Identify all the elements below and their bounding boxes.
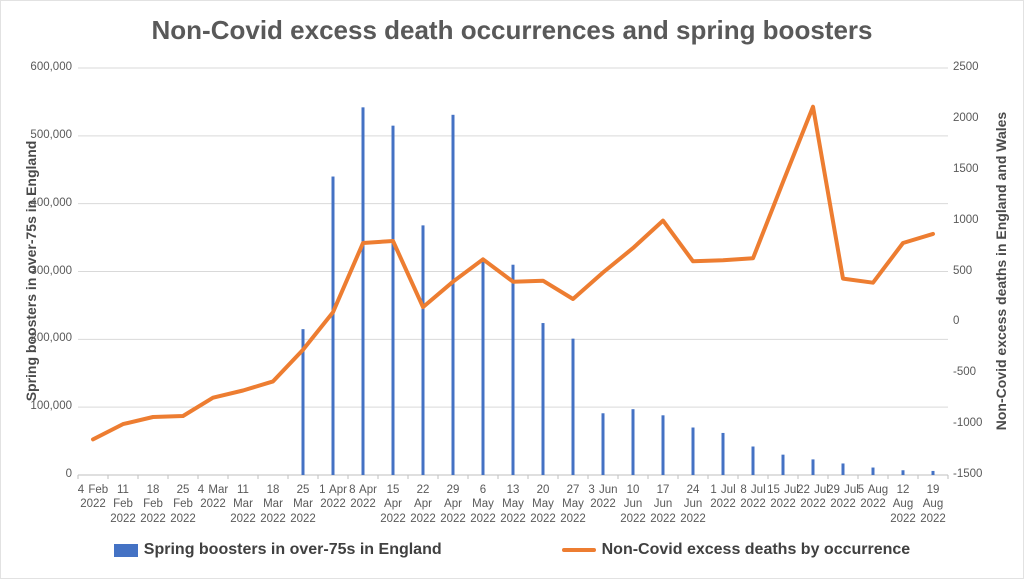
x-axis-tick-label: 25 Feb 2022 <box>170 484 196 525</box>
bar <box>661 415 665 475</box>
bar <box>631 409 635 475</box>
x-axis-tick-label: 29 Jul 2022 <box>827 484 859 511</box>
x-axis-tick-label: 27 May 2022 <box>560 484 586 525</box>
x-axis-tick-label: 22 Jul 2022 <box>797 484 829 511</box>
bar <box>511 264 515 475</box>
line-series <box>91 104 935 442</box>
bar <box>871 467 875 475</box>
bar <box>331 176 335 476</box>
bar <box>421 225 425 475</box>
bar <box>571 338 575 475</box>
bar <box>811 459 815 475</box>
bar <box>781 454 785 475</box>
legend-bar-swatch-icon <box>113 543 138 557</box>
x-axis-tick-label: 24 Jun 2022 <box>680 484 706 525</box>
legend: Spring boosters in over-75s in England N… <box>1 541 1023 559</box>
x-axis-tick-label: 15 Apr 2022 <box>380 484 406 525</box>
x-axis-tick-label: 8 Apr 2022 <box>349 484 377 511</box>
bar <box>601 413 605 475</box>
bar <box>931 470 935 475</box>
x-axis-tick-label: 17 Jun 2022 <box>650 484 676 525</box>
bar <box>301 329 305 475</box>
x-axis-tick-label: 1 Jul 2022 <box>710 484 736 511</box>
bar <box>691 427 695 475</box>
left-axis-tick-label: 100,000 <box>30 400 72 413</box>
x-axis-tick-label: 25 Mar 2022 <box>290 484 316 525</box>
legend-item-boosters: Spring boosters in over-75s in England <box>113 541 442 559</box>
left-axis-tick-label: 600,000 <box>30 61 72 73</box>
x-axis-tick-label: 6 May 2022 <box>470 484 496 525</box>
x-axis-tick-label: 19 Aug 2022 <box>920 484 946 525</box>
bar <box>751 446 755 475</box>
left-axis-tick-label: 500,000 <box>30 128 72 141</box>
x-axis-tick-label: 18 Mar 2022 <box>260 484 286 525</box>
legend-label-deaths: Non-Covid excess deaths by occurrence <box>601 541 911 558</box>
right-axis-tick-label: 0 <box>953 315 960 328</box>
right-axis-tick-label: 1000 <box>953 213 979 226</box>
right-axis-tick-label: -1000 <box>953 417 983 430</box>
bar <box>721 432 725 475</box>
x-axis-tick-label: 1 Apr 2022 <box>319 484 347 511</box>
bar <box>451 114 455 476</box>
bar <box>841 463 845 475</box>
x-axis-tick-label: 15 Jul 2022 <box>767 484 799 511</box>
x-axis-tick-label: 13 May 2022 <box>500 484 526 525</box>
x-axis-tick-label: 18 Feb 2022 <box>140 484 166 525</box>
chart-title: Non-Covid excess death occurrences and s… <box>151 15 873 45</box>
left-axis-tick-label: 0 <box>65 468 72 480</box>
x-axis-tick-label: 12 Aug 2022 <box>890 484 916 525</box>
x-axis-tick-label: 3 Jun 2022 <box>588 484 618 511</box>
left-axis-tick-label: 400,000 <box>30 196 72 209</box>
left-axis-tick-label: 300,000 <box>30 264 72 277</box>
right-axis-tick-label: -500 <box>953 366 977 379</box>
x-axis-tick-label: 10 Jun 2022 <box>620 484 646 525</box>
x-axis-tick-label: 20 May 2022 <box>530 484 556 525</box>
right-axis-tick-label: 500 <box>953 264 973 277</box>
x-axis-tick-label: 4 Mar 2022 <box>197 484 229 511</box>
x-axis-tick-label: 22 Apr 2022 <box>410 484 436 525</box>
x-axis-tick-label: 8 Jul 2022 <box>740 484 766 511</box>
legend-label-boosters: Spring boosters in over-75s in England <box>143 541 442 558</box>
left-axis-tick-label: 200,000 <box>30 332 72 345</box>
bar <box>901 470 905 475</box>
bar <box>541 323 545 475</box>
x-axis-tick-label: 29 Apr 2022 <box>440 484 466 525</box>
right-axis-tick-label: -1500 <box>953 468 983 480</box>
x-axis-tick-label: 4 Feb 2022 <box>77 484 109 511</box>
right-axis-tick-label: 1500 <box>953 162 979 175</box>
bar <box>481 259 485 475</box>
bar <box>361 107 365 476</box>
right-axis-tick-label: 2000 <box>953 111 979 124</box>
x-axis-tick-label: 11 Mar 2022 <box>230 484 256 525</box>
legend-item-deaths: Non-Covid excess deaths by occurrence <box>561 541 911 559</box>
bar <box>391 125 395 476</box>
x-axis-tick-label: 11 Feb 2022 <box>110 484 136 525</box>
right-axis-tick-label: 2500 <box>953 61 979 73</box>
x-axis-tick-label: 5 Aug 2022 <box>857 484 889 511</box>
legend-line-swatch-icon <box>561 548 596 552</box>
